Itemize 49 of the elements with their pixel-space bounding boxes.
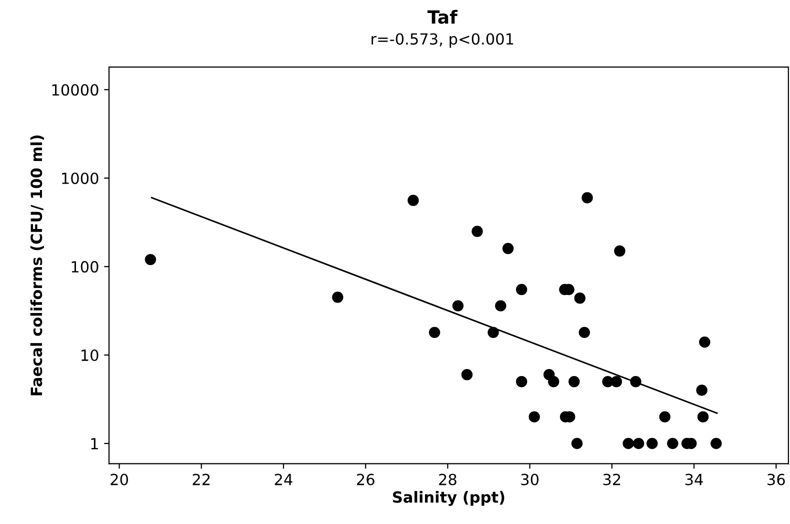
point	[548, 376, 560, 388]
y-tick-label: 1000	[62, 172, 98, 184]
point	[461, 369, 473, 380]
point	[144, 254, 156, 266]
point	[710, 438, 722, 450]
point	[472, 226, 483, 237]
point	[632, 438, 644, 450]
point	[696, 384, 708, 396]
x-tick-label: 32	[603, 474, 620, 486]
y-tick-label: 100	[72, 261, 98, 273]
x-tick-label: 20	[110, 474, 128, 486]
point	[699, 336, 710, 348]
point	[578, 326, 590, 338]
point	[610, 376, 622, 388]
x-tick-label: 26	[356, 474, 374, 486]
point	[428, 326, 440, 338]
point	[495, 300, 506, 312]
point	[408, 194, 419, 206]
point	[568, 376, 580, 388]
point	[516, 284, 528, 296]
point	[488, 326, 499, 338]
point	[614, 245, 626, 257]
point	[630, 376, 642, 388]
point	[516, 376, 528, 388]
point	[582, 192, 593, 204]
chart-subtitle: r=-0.573, p<0.001	[372, 33, 514, 48]
point	[528, 411, 540, 422]
x-tick-label: 22	[192, 474, 210, 486]
point	[332, 292, 344, 303]
x-tick-label: 30	[521, 474, 538, 486]
point	[452, 300, 464, 312]
chart-title: Taf	[427, 10, 458, 24]
point	[667, 438, 678, 450]
point	[571, 438, 583, 450]
x-tick-label: 28	[439, 474, 456, 486]
point	[574, 292, 586, 304]
y-tick-label: 10000	[52, 84, 98, 96]
point	[646, 438, 658, 450]
point	[622, 438, 634, 450]
x-tick-label: 24	[274, 474, 292, 486]
y-tick-label: 1	[91, 438, 98, 450]
x-tick-label: 34	[685, 474, 703, 486]
point	[659, 411, 670, 422]
point	[697, 411, 709, 422]
x-axis-title: Salinity (ppt)	[393, 491, 504, 506]
y-tick-label: 10	[82, 349, 98, 362]
point	[502, 242, 514, 254]
y-axis-title: Faecal coliforms (CFU/ 100 ml)	[30, 135, 44, 396]
x-tick-label: 36	[768, 474, 785, 486]
